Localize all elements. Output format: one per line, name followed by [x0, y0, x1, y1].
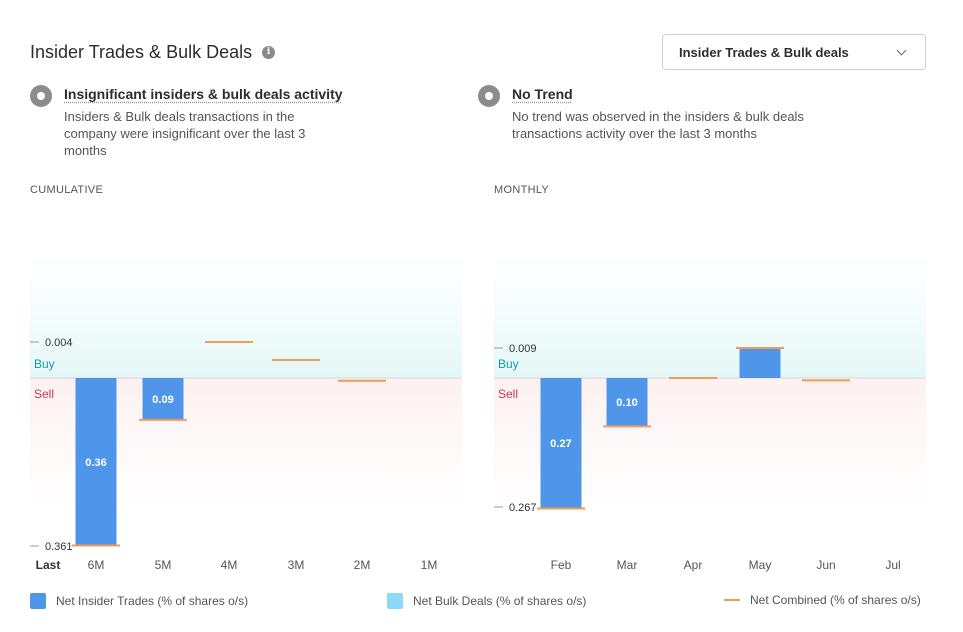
tick-label: Jun	[816, 558, 835, 572]
info-icon[interactable]: i	[262, 46, 276, 59]
insider-bar	[739, 348, 781, 378]
neutral-indicator-icon	[478, 85, 500, 107]
sell-label: Sell	[498, 387, 518, 401]
neutral-indicator-icon	[30, 85, 52, 107]
cumulative-chart: Buy Sell 0.004 0.361 Last 6M 5M 4M 3M 2M 1M 0.36 0.0…	[30, 260, 462, 572]
insight-title[interactable]: Insignificant insiders & bulk deals acti…	[64, 86, 343, 102]
tick-label: 5M	[155, 558, 172, 572]
data-label: 0.10	[616, 397, 637, 409]
insider-bar	[142, 378, 184, 420]
ymin-label: 0.267	[509, 502, 537, 514]
tick-label: 6M	[88, 558, 105, 572]
buy-label: Buy	[34, 357, 55, 371]
ymax-label: 0.009	[509, 343, 537, 355]
sell-label: Sell	[34, 387, 54, 401]
insight-trend: No Trend No trend was observed in the in…	[478, 85, 818, 142]
tick-label: Apr	[684, 558, 703, 572]
insight-text: Insiders & Bulk deals transactions in th…	[64, 109, 306, 158]
dropdown-label: Insider Trades & Bulk deals	[679, 44, 849, 60]
tick-label: 2M	[354, 558, 371, 572]
legend-combined-swatch	[724, 599, 740, 601]
page-title: Insider Trades & Bulk Deals i	[30, 42, 276, 63]
title-text: Insider Trades & Bulk Deals	[30, 42, 253, 62]
insight-activity: Insignificant insiders & bulk deals acti…	[30, 85, 350, 159]
chart-title-monthly: MONTHLY	[494, 184, 550, 196]
data-label: 0.27	[550, 438, 571, 450]
legend-combined-label: Net Combined (% of shares o/s)	[750, 593, 921, 607]
legend-insider-swatch	[30, 593, 46, 609]
legend-combined: Net Combined (% of shares o/s)	[724, 593, 921, 607]
tick-label: May	[749, 558, 772, 572]
legend-bulk-label: Net Bulk Deals (% of shares o/s)	[413, 594, 587, 608]
legend-bulk: Net Bulk Deals (% of shares o/s)	[387, 593, 586, 609]
legend-insider: Net Insider Trades (% of shares o/s)	[30, 593, 248, 609]
insider-bar	[540, 378, 582, 509]
buy-label: Buy	[498, 357, 519, 371]
tick-label: 1M	[421, 558, 438, 572]
insider-bar	[606, 378, 648, 427]
tick-label: Mar	[617, 558, 638, 572]
tick-label: Last	[36, 558, 61, 572]
section-dropdown[interactable]: Insider Trades & Bulk deals	[662, 34, 926, 70]
legend-insider-label: Net Insider Trades (% of shares o/s)	[56, 594, 249, 608]
buy-zone	[30, 260, 462, 378]
data-label: 0.09	[152, 394, 173, 406]
tick-label: Feb	[551, 558, 572, 572]
insight-title[interactable]: No Trend	[512, 86, 573, 102]
ymin-label: 0.361	[45, 541, 73, 553]
insight-text: No trend was observed in the insiders & …	[512, 109, 804, 141]
tick-label: 3M	[288, 558, 305, 572]
legend-bulk-swatch	[387, 593, 403, 609]
chart-title-cumulative: CUMULATIVE	[30, 184, 104, 196]
ymax-label: 0.004	[45, 337, 73, 349]
chevron-down-icon	[896, 45, 907, 55]
tick-label: Jul	[885, 558, 900, 572]
insider-bar	[75, 378, 117, 546]
monthly-chart: Buy Sell 0.009 0.267 Feb Mar Apr May Jun Jul 0.27 0…	[494, 260, 926, 572]
tick-label: 4M	[221, 558, 238, 572]
data-label: 0.36	[85, 457, 106, 469]
buy-zone	[494, 260, 926, 378]
